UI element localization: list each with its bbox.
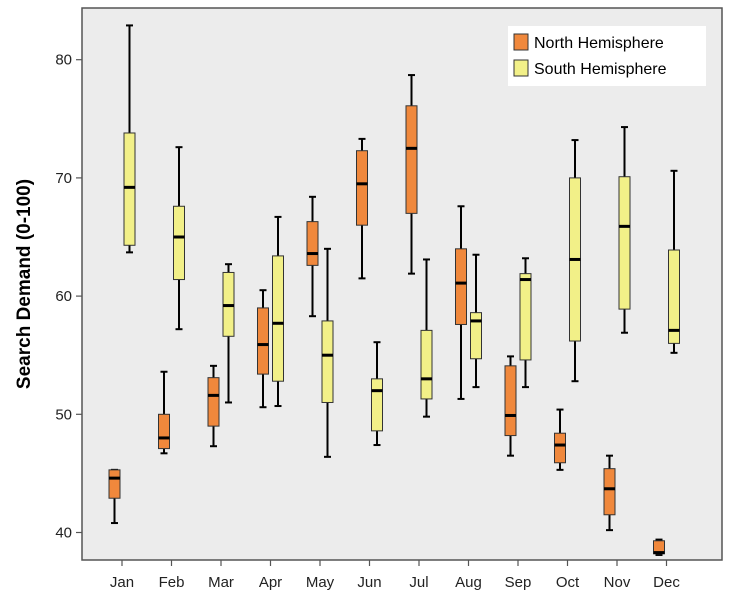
x-tick-label: Jan [110,574,134,591]
box-south-may [321,247,334,458]
y-tick-label: 50 [55,406,72,423]
box-south-jan [123,24,136,254]
box-north-nov [603,454,616,532]
box-iqr [603,468,616,516]
box-iqr [356,150,368,226]
x-tick-label: Aug [455,574,482,591]
x-axis: Jan Feb Mar Apr May Jun Jul Aug Sep Oct Nov Dec [110,560,680,591]
box-iqr [306,221,319,266]
x-tick-label: Jul [409,574,428,591]
y-axis-title: Search Demand (0-100) [14,179,35,389]
x-tick-label: Oct [556,574,580,591]
box-south-apr [272,215,284,408]
box-north-oct [554,408,566,471]
box-iqr [257,307,269,375]
box-north-may [306,195,319,318]
box-iqr [123,132,136,246]
box-south-nov [618,126,631,334]
box-north-jun [356,137,368,280]
box-iqr [321,320,334,403]
legend-swatch [513,59,529,77]
box-iqr [108,469,121,499]
box-south-oct [569,139,581,383]
box-iqr [272,255,284,382]
x-tick-label: Apr [259,574,282,591]
legend-swatch [513,33,529,51]
box-series [108,24,680,556]
x-tick-label: Jun [357,574,381,591]
legend-label: South Hemisphere [534,61,667,78]
box-north-apr [257,289,269,409]
box-north-dec [653,538,665,556]
x-tick-label: Sep [505,574,532,591]
box-iqr [554,432,566,464]
box-south-dec [668,169,680,354]
box-south-jun [371,341,383,447]
box-iqr [420,329,433,400]
box-iqr [173,205,185,281]
legend-label: North Hemisphere [534,35,664,52]
y-tick-label: 70 [55,170,72,187]
box-north-mar [207,364,220,448]
box-south-feb [173,146,185,331]
box-iqr [519,273,532,361]
x-tick-label: May [306,574,335,591]
box-iqr [668,249,680,344]
box-north-jan [108,468,121,525]
legend-box [508,26,706,86]
box-north-aug [455,205,467,400]
x-tick-label: Feb [159,574,185,591]
box-iqr [371,378,383,432]
x-tick-label: Nov [604,574,631,591]
y-axis: 40 50 60 70 80 [55,52,82,542]
box-iqr [504,365,517,437]
box-south-aug [470,253,482,389]
box-iqr [455,248,467,325]
box-iqr [470,312,482,360]
box-iqr [618,176,631,310]
x-tick-label: Dec [653,574,680,591]
y-tick-label: 60 [55,288,72,305]
y-tick-label: 40 [55,525,72,542]
plot-area [81,7,723,561]
box-south-jul [420,258,433,418]
box-north-jul [405,74,418,275]
x-tick-label: Mar [208,574,234,591]
box-north-feb [158,370,170,455]
y-tick-label: 80 [55,52,72,69]
legend: North Hemisphere South Hemisphere [508,26,706,86]
box-iqr [405,105,418,214]
box-south-sep [519,257,532,389]
box-south-mar [222,263,235,404]
box-north-sep [504,355,517,457]
box-iqr [158,413,170,450]
box-iqr [207,377,220,427]
